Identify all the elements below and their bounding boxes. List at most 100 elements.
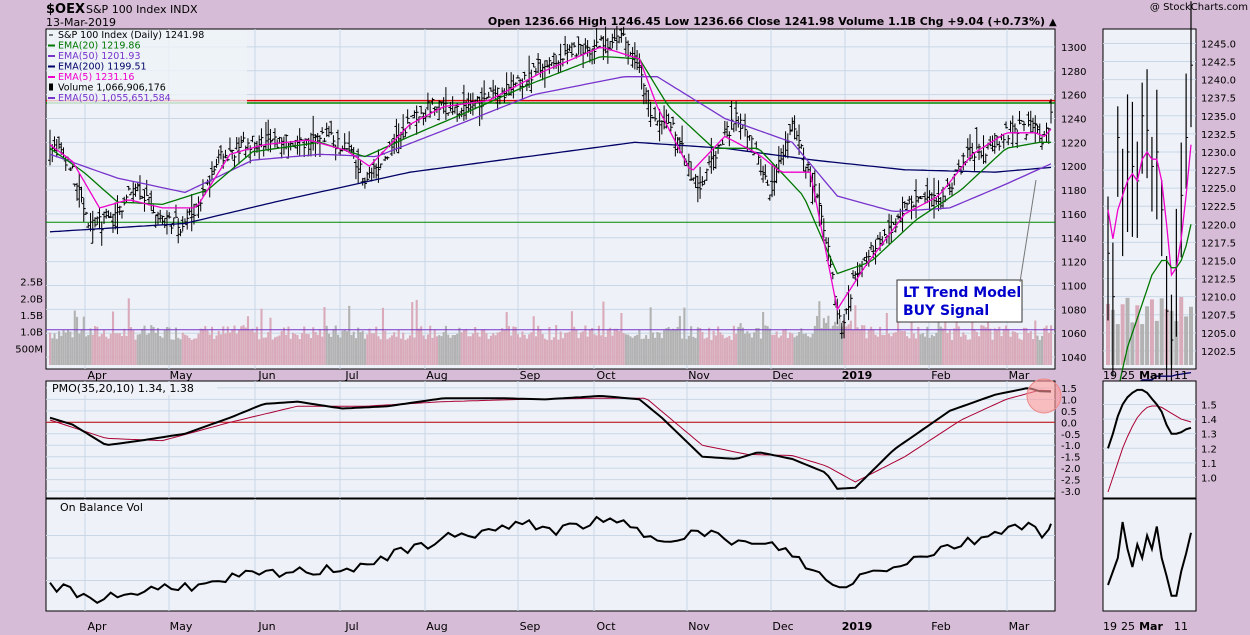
volume-bar: [116, 333, 119, 365]
obv-month-label: Mar: [1009, 620, 1030, 633]
volume-bar: [321, 336, 324, 365]
volume-bar: [109, 333, 112, 365]
volume-bar: [519, 337, 522, 365]
zoom-volume-bar: [1189, 306, 1193, 365]
volume-bar: [564, 332, 567, 365]
volume-bar: [552, 337, 555, 365]
volume-bar: [613, 328, 616, 365]
volume-bar: [935, 332, 938, 365]
volume-bar: [235, 333, 238, 365]
zoom-pmo-tick-label: 1.0: [1201, 473, 1217, 484]
volume-bar: [789, 332, 792, 365]
volume-bar: [325, 325, 328, 365]
volume-bar: [847, 324, 850, 365]
volume-bar: [49, 332, 52, 365]
volume-bar: [741, 327, 744, 365]
volume-bar: [802, 333, 805, 365]
volume-bar: [975, 331, 978, 365]
volume-bar: [831, 325, 834, 365]
zoom-pmo-tick-label: 1.1: [1201, 459, 1217, 470]
volume-bar: [973, 329, 976, 365]
volume-bar: [217, 330, 220, 365]
volume-bar: [840, 326, 843, 365]
volume-bar: [665, 328, 668, 365]
volume-bar: [447, 334, 450, 365]
volume-bar: [1000, 336, 1003, 365]
obv-month-label: 2019: [842, 620, 873, 633]
volume-bar: [393, 332, 396, 365]
volume-bar: [908, 338, 911, 365]
volume-bar: [618, 331, 621, 365]
obv-month-label: May: [170, 620, 193, 633]
volume-bar: [762, 311, 765, 365]
zoom-tick-label: 1205.0: [1201, 329, 1236, 340]
pmo-tick-label: -2.0: [1061, 464, 1081, 475]
index-name: S&P 100 Index: [86, 3, 167, 16]
volume-bar: [177, 337, 180, 365]
pmo-tick-label: 1.0: [1061, 395, 1077, 406]
volume-bar: [199, 328, 202, 365]
volume-bar: [993, 328, 996, 365]
volume-bar: [570, 311, 573, 365]
volume-bar: [714, 335, 717, 365]
volume-bar: [170, 339, 173, 365]
volume-bar: [930, 334, 933, 365]
zoom-tick-label: 1232.5: [1201, 130, 1236, 141]
price-month-label: Oct: [596, 369, 616, 382]
volume-bar: [510, 335, 513, 365]
volume-bar: [75, 316, 79, 365]
volume-bar: [559, 331, 562, 365]
volume-tick-label: 500M: [15, 344, 43, 355]
volume-bar: [375, 326, 378, 365]
volume-bar: [782, 329, 785, 365]
volume-bar: [890, 336, 893, 365]
volume-bar: [181, 332, 184, 365]
volume-bar: [870, 326, 873, 365]
volume-bar: [523, 334, 526, 365]
volume-bar: [566, 332, 569, 365]
volume-bar: [161, 337, 164, 365]
zoom-x-label: Mar: [1139, 369, 1163, 382]
volume-bar: [960, 336, 963, 365]
zoom-x-label: 25: [1121, 369, 1135, 382]
volume-bar: [917, 326, 920, 365]
volume-bar: [87, 335, 90, 365]
zoom-tick-label: 1237.5: [1201, 94, 1236, 105]
zoom-x-label: 19: [1103, 369, 1117, 382]
volume-bar: [1025, 327, 1028, 365]
volume-bar: [507, 326, 510, 365]
volume-bar: [1041, 335, 1044, 365]
price-axis: 1040 1060 1080 1100 1120 1140 1160 1180 1200 1220…: [1061, 43, 1086, 364]
volume-bar: [348, 305, 351, 365]
zoom-obv-x-label: 19: [1103, 620, 1117, 633]
price-tick-label: 1240: [1061, 114, 1086, 125]
volume-tick-label: 2.5B: [20, 278, 43, 289]
volume-bar: [638, 329, 641, 365]
volume-bar: [834, 321, 837, 365]
volume-bar: [460, 332, 463, 365]
volume-bar: [728, 335, 731, 365]
zoom-tick-label: 1202.5: [1201, 347, 1236, 358]
volume-bar: [861, 325, 864, 365]
zoom-x-label: 11: [1174, 369, 1188, 382]
volume-bar: [546, 339, 549, 365]
volume-bar: [856, 327, 859, 365]
volume-bar: [327, 333, 331, 365]
volume-bar: [195, 338, 198, 365]
volume-bar: [501, 328, 504, 365]
zoom-volume-bar: [1135, 305, 1140, 365]
ohlc-readout: Open 1236.66 High 1246.45 Low 1236.66 Cl…: [488, 15, 1045, 28]
volume-bar: [53, 333, 56, 365]
volume-bar: [820, 328, 823, 365]
zoom-obv-x-label: Mar: [1139, 620, 1163, 633]
volume-bar: [332, 329, 335, 365]
annotation-line1: LT Trend Model: [903, 285, 1021, 301]
volume-bar: [309, 338, 313, 365]
volume-bar: [440, 336, 443, 365]
pmo-axis: 1.51.00.50.0-0.5-1.0-1.5-2.0-2.5-3.0: [1061, 384, 1081, 498]
volume-bar: [521, 331, 524, 365]
volume-bar: [417, 328, 421, 365]
volume-bar: [296, 335, 299, 365]
volume-bar: [606, 329, 609, 365]
volume-bar: [924, 336, 927, 365]
